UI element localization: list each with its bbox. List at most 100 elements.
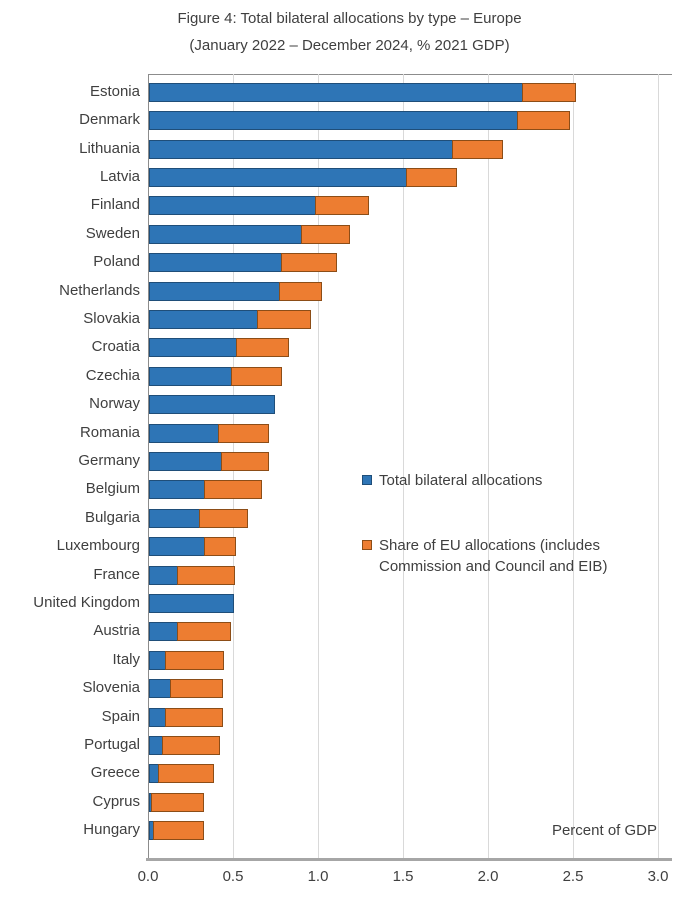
legend-item-eu-share: Share of EU allocations (includes Commiss… [362,535,662,577]
bar-segment-eu-share [204,537,236,557]
category-label-slovakia: Slovakia [83,309,140,327]
bar-segment-bilateral [149,679,171,699]
bar-segment-eu-share [177,622,231,642]
bar-row-lithuania [149,139,503,159]
bar-segment-eu-share [517,111,570,131]
category-label-norway: Norway [89,395,140,413]
category-label-bulgaria: Bulgaria [84,508,140,526]
bar-row-denmark [149,111,570,131]
bar-segment-eu-share [279,281,322,301]
bar-segment-eu-share [221,451,269,471]
category-label-portugal: Portugal [84,735,140,753]
bar-row-cyprus [149,792,204,812]
category-label-estonia: Estonia [89,82,140,100]
gridline-1.5 [403,74,404,858]
bar-row-romania [149,423,269,443]
bar-segment-bilateral [149,537,205,557]
bar-segment-bilateral [149,253,282,273]
bar-segment-eu-share [406,167,457,187]
gridline-3.0 [658,74,659,858]
bar-segment-eu-share [236,338,289,358]
bar-segment-bilateral [149,650,166,670]
bar-segment-bilateral [149,735,163,755]
bar-row-austria [149,622,231,642]
bar-row-croatia [149,338,289,358]
category-label-netherlands: Netherlands [59,281,140,299]
bar-segment-bilateral [149,622,178,642]
legend-swatch-blue [362,475,372,485]
x-tick-1.0: 1.0 [307,868,329,885]
bar-row-netherlands [149,281,322,301]
bar-row-belgium [149,480,262,500]
bar-row-portugal [149,735,220,755]
bar-row-finland [149,196,369,216]
bar-segment-eu-share [204,480,262,500]
chart-title-line1: Figure 4: Total bilateral allocations by… [177,10,522,27]
bar-row-czechia [149,366,282,386]
category-label-latvia: Latvia [99,167,140,185]
bar-segment-eu-share [162,735,220,755]
x-tick-0.0: 0.0 [137,868,159,885]
bar-segment-bilateral [149,82,523,102]
category-label-sweden: Sweden [85,224,140,242]
bar-segment-eu-share [153,821,204,841]
category-label-finland: Finland [90,196,140,214]
category-label-denmark: Denmark [79,111,140,129]
bar-segment-bilateral [149,707,166,727]
category-label-luxembourg: Luxembourg [56,537,140,555]
bar-segment-bilateral [149,196,316,216]
bar-segment-bilateral [149,309,258,329]
bar-row-spain [149,707,223,727]
bar-segment-bilateral [149,395,275,415]
bar-segment-bilateral [149,338,237,358]
bar-segment-bilateral [149,423,219,443]
bar-row-latvia [149,167,457,187]
bar-segment-bilateral [149,565,178,585]
bar-row-slovakia [149,309,311,329]
category-label-hungary: Hungary [83,821,140,839]
y-axis-line [148,74,149,858]
bar-row-estonia [149,82,576,102]
category-label-austria: Austria [93,622,140,640]
category-label-cyprus: Cyprus [92,792,140,810]
category-label-france: France [93,565,140,583]
bar-row-france [149,565,235,585]
bar-segment-eu-share [199,508,248,528]
category-label-united-kingdom: United Kingdom [33,593,140,611]
bar-segment-eu-share [151,792,204,812]
bar-row-italy [149,650,224,670]
category-label-belgium: Belgium [85,480,140,498]
legend-label-total-bilateral: Total bilateral allocations [379,472,543,489]
bar-row-united-kingdom [149,593,234,613]
legend-label-eu-share: Share of EU allocations (includes Commiss… [379,537,608,575]
bar-segment-bilateral [149,508,200,528]
legend-swatch-orange [362,540,372,550]
x-tick-2.5: 2.5 [562,868,584,885]
bar-segment-eu-share [165,650,224,670]
category-label-lithuania: Lithuania [79,139,140,157]
x-tick-3.0: 3.0 [647,868,669,885]
bar-segment-eu-share [231,366,282,386]
category-label-croatia: Croatia [91,338,140,356]
x-tick-2.0: 2.0 [477,868,499,885]
legend-item-total-bilateral: Total bilateral allocations [362,470,542,491]
bar-segment-eu-share [165,707,223,727]
bar-segment-bilateral [149,224,302,244]
plot-top-border [148,74,672,75]
bar-row-luxembourg [149,537,236,557]
x-tick-1.5: 1.5 [392,868,414,885]
bar-segment-bilateral [149,139,453,159]
category-label-czechia: Czechia [85,366,140,384]
bar-segment-eu-share [281,253,337,273]
category-label-germany: Germany [78,451,140,469]
category-label-romania: Romania [79,423,140,441]
bar-segment-eu-share [170,679,223,699]
bar-segment-bilateral [149,480,205,500]
bar-segment-bilateral [149,111,518,131]
gridline-1.0 [318,74,319,858]
bar-segment-eu-share [301,224,350,244]
bar-row-bulgaria [149,508,248,528]
bar-segment-eu-share [158,764,214,784]
category-label-spain: Spain [101,707,140,725]
bar-row-poland [149,253,337,273]
